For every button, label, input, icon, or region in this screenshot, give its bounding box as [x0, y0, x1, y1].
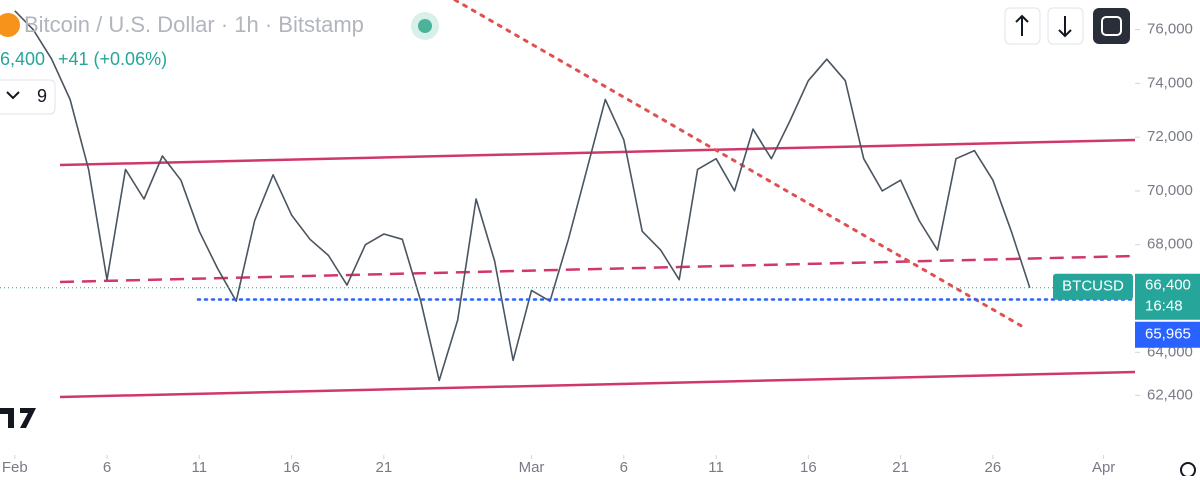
channel-mid — [59, 254, 1135, 284]
x-tick-label: 16 — [800, 459, 817, 476]
plot-area — [0, 0, 1135, 399]
fullscreen-icon — [1101, 16, 1122, 36]
header-change: +41 (+0.06%) — [58, 49, 167, 69]
logo — [0, 408, 36, 428]
y-tick-label: 68,000 — [1147, 236, 1193, 253]
symbol-label: BTCUSD — [1062, 278, 1124, 295]
indicator-toggle[interactable] — [0, 79, 56, 115]
symbol-tag — [1053, 273, 1133, 300]
last-price-tag — [1135, 273, 1200, 320]
trend-line — [453, 0, 1027, 330]
x-tick-label: 11 — [708, 459, 724, 476]
price-line — [14, 10, 1031, 382]
title: Bitcoin / U.S. Dollar · 1h · Bitstamp — [24, 12, 364, 37]
x-tick-label: 6 — [620, 459, 628, 476]
marker-price-label: 65,965 — [1145, 326, 1191, 343]
fullscreen-button[interactable] — [1093, 8, 1130, 44]
x-tick-label: 26 — [985, 459, 1002, 476]
down-arrow — [1058, 16, 1072, 38]
last-price-label: 66,400 — [1145, 277, 1191, 294]
x-tick-label: Feb — [2, 459, 28, 476]
y-tick-label: 62,400 — [1147, 386, 1193, 403]
status-dot — [418, 19, 432, 33]
countdown-label: 16:48 — [1145, 298, 1183, 315]
x-tick-label: 21 — [892, 459, 909, 476]
channel-bottom — [59, 370, 1135, 399]
y-tick-label: 76,000 — [1147, 21, 1193, 38]
y-tick-label: 72,000 — [1147, 128, 1193, 145]
x-tick-label: 21 — [376, 459, 393, 476]
btc-icon — [0, 13, 20, 37]
settings-icon[interactable] — [1180, 462, 1196, 478]
x-tick-label: Apr — [1092, 459, 1115, 476]
indicator-count: 9 — [37, 86, 47, 106]
x-tick-label: 11 — [192, 459, 208, 476]
up-arrow — [1015, 14, 1029, 36]
y-tick-label: 74,000 — [1147, 74, 1193, 91]
x-tick-label: 16 — [283, 459, 300, 476]
y-tick-label: 70,000 — [1147, 182, 1193, 199]
header-price: 66,400 — [0, 49, 45, 69]
marker-price-tag — [1135, 321, 1200, 348]
channel-top — [59, 138, 1135, 167]
x-tick-label: Mar — [519, 459, 545, 476]
x-tick-label: 6 — [103, 459, 111, 476]
chevron — [6, 91, 20, 100]
